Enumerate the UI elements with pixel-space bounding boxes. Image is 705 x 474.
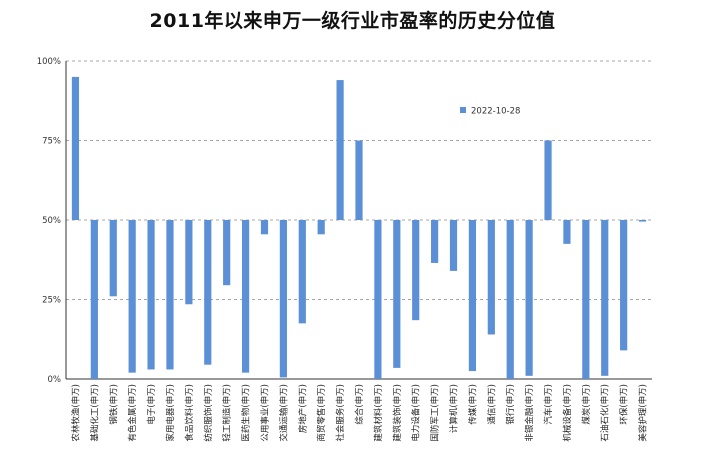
bar-6: [166, 220, 174, 370]
bar-24: [506, 220, 514, 379]
bar-9: [223, 220, 231, 286]
bar-18: [393, 220, 401, 368]
bar-10: [241, 220, 250, 373]
x-category-label-12: 交通运输(申万): [278, 384, 289, 442]
bar-23: [487, 220, 495, 335]
x-category-label-24: 银行(申万): [505, 384, 516, 425]
y-tick-label-0: 0%: [48, 375, 62, 385]
bar-4: [128, 220, 136, 373]
y-tick-label-75: 75%: [42, 137, 61, 147]
bar-31: [638, 220, 647, 222]
x-category-labels: 农林牧渔(申万) 基础化工(申万) 钢铁(申万) 有色金属(申万) 电子(申万) 家用电器…: [70, 384, 648, 442]
bar-17: [374, 220, 382, 379]
bar-14: [317, 220, 325, 235]
x-category-label-26: 汽车(申万): [543, 384, 554, 425]
bar-21: [449, 220, 458, 271]
legend-swatch: [460, 107, 466, 113]
bar-27: [563, 220, 571, 244]
bar-11: [260, 220, 269, 235]
x-category-label-1: 农林牧渔(申万): [70, 384, 81, 442]
x-category-label-28: 煤炭(申万): [581, 384, 592, 425]
x-category-label-15: 社会服务(申万): [335, 384, 346, 442]
x-category-label-5: 电子(申万): [146, 384, 157, 425]
bar-22: [468, 220, 477, 372]
x-category-label-9: 轻工制造(申万): [222, 384, 233, 442]
x-category-label-14: 商贸零售(申万): [316, 384, 327, 442]
bar-12: [279, 220, 287, 378]
legend-label: 2022-10-28: [471, 107, 520, 117]
bar-3: [109, 220, 117, 297]
x-category-label-6: 家用电器(申万): [165, 384, 176, 442]
x-category-label-29: 石油石化(申万): [600, 384, 611, 442]
bar-15: [336, 80, 344, 220]
x-category-label-20: 国防军工(申万): [430, 384, 441, 442]
bar-26: [544, 140, 552, 220]
bar-7: [185, 220, 193, 305]
y-tick-label-25: 25%: [42, 296, 61, 306]
bar-1: [71, 76, 80, 221]
x-category-label-25: 非银金融(申万): [524, 384, 535, 442]
chart-title: 2011年以来申万一级行业市盈率的历史分位值: [149, 10, 556, 32]
bar-13: [298, 220, 306, 324]
x-category-label-8: 纺织服饰(申万): [203, 384, 214, 442]
y-tick-label-50: 50%: [42, 216, 61, 226]
x-category-label-21: 计算机(申万): [449, 384, 460, 433]
bar-29: [601, 220, 609, 376]
bars: [71, 76, 647, 379]
y-tick-label-100: 100%: [37, 57, 61, 67]
x-category-label-10: 医药生物(申万): [241, 384, 252, 442]
x-category-label-7: 食品饮料(申万): [184, 384, 195, 442]
bar-19: [412, 220, 420, 321]
bar-30: [620, 220, 628, 351]
x-category-label-4: 有色金属(申万): [127, 384, 138, 442]
x-category-label-27: 机械设备(申万): [562, 384, 573, 442]
x-category-label-3: 钢铁(申万): [108, 384, 119, 425]
x-category-label-2: 基础化工(申万): [89, 384, 100, 442]
x-category-label-31: 美容护理(申万): [638, 384, 649, 442]
legend: 2022-10-28: [460, 107, 520, 117]
x-category-label-22: 传媒(申万): [467, 384, 478, 425]
x-category-label-16: 综合(申万): [354, 384, 365, 425]
bar-8: [204, 220, 212, 365]
bar-20: [431, 220, 439, 263]
x-category-label-23: 通信(申万): [486, 384, 497, 425]
x-category-label-11: 公用事业(申万): [259, 384, 270, 442]
bar-5: [147, 220, 155, 370]
bar-28: [582, 220, 590, 379]
x-category-label-18: 建筑装饰(申万): [392, 384, 403, 442]
x-category-label-13: 房地产(申万): [297, 384, 308, 433]
x-category-label-17: 建筑材料(申万): [373, 384, 384, 442]
axes: [65, 61, 652, 380]
bar-2: [90, 220, 98, 379]
x-category-label-30: 环保(申万): [619, 384, 630, 425]
bar-25: [525, 220, 533, 376]
x-category-label-19: 电力设备(申万): [411, 384, 422, 442]
y-tick-labels: 0% 25% 50% 75% 100%: [37, 57, 61, 385]
bar-16: [355, 140, 363, 220]
grid-lines: [66, 60, 652, 300]
